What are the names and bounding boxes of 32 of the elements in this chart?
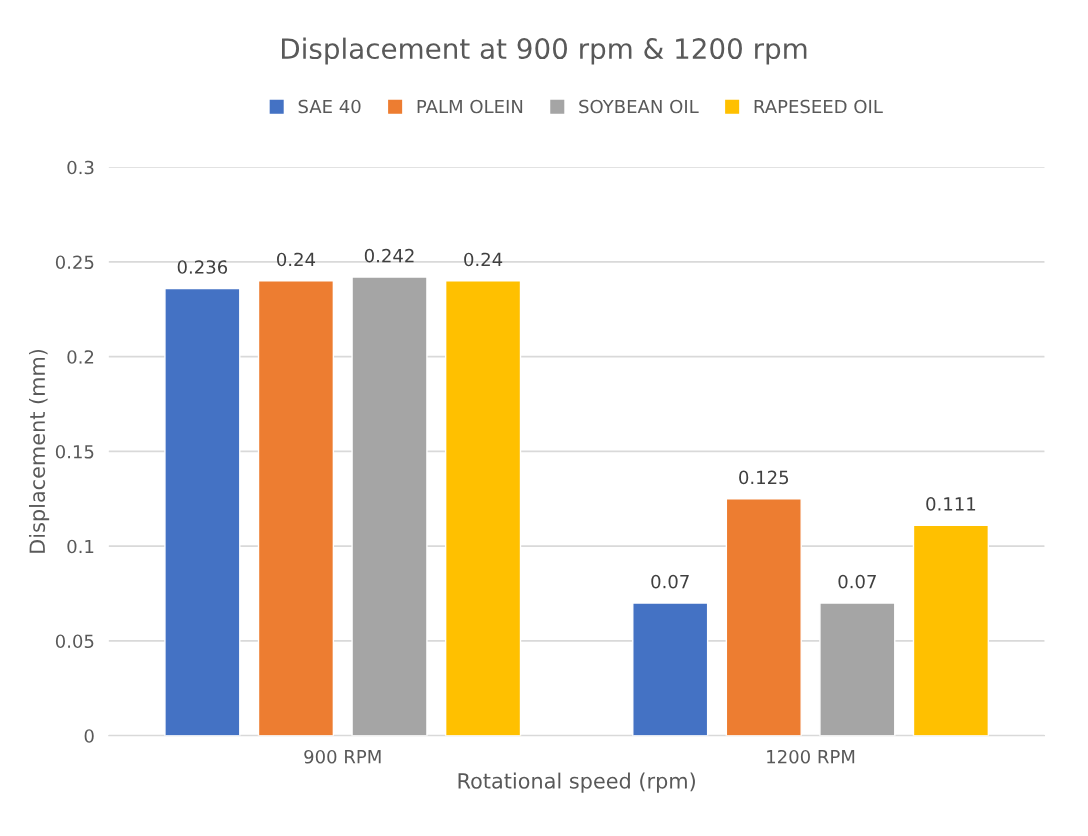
data-label: 0.24 [277, 252, 316, 267]
y-tick-label: 0.25 [55, 255, 94, 270]
bar [632, 602, 709, 736]
y-tick-label: 0.2 [67, 350, 94, 364]
y-tick-label: 0.15 [55, 444, 94, 459]
x-axis-title: Rotational speed (rpm) [458, 772, 695, 793]
y-tick-label: 0.3 [67, 160, 94, 175]
legend-label: PALM OLEIN [417, 99, 523, 114]
data-label: 0.24 [464, 252, 503, 267]
data-label: 0.111 [926, 497, 976, 511]
bar [444, 280, 522, 736]
bar [164, 287, 241, 736]
chart-title: Displacement at 900 rpm & 1200 rpm [282, 37, 807, 65]
bar [725, 498, 802, 736]
bar [819, 602, 896, 736]
legend-label: RAPESEED OIL [754, 99, 883, 114]
bar [257, 280, 335, 736]
bar [912, 524, 990, 736]
y-tick-label: 0.05 [55, 634, 94, 649]
y-axis-title: Displacement (mm) [28, 349, 50, 553]
data-label: 0.125 [739, 470, 789, 485]
x-tick-label: 1200 RPM [767, 749, 855, 764]
legend-label: SOYBEAN OIL [579, 99, 699, 114]
legend-label: SAE 40 [298, 99, 361, 114]
x-tick-label: 900 RPM [304, 749, 381, 764]
y-tick-label: 0 [84, 729, 94, 743]
data-label: 0.07 [838, 574, 876, 589]
y-tick-label: 0.1 [67, 539, 94, 554]
bar [351, 276, 428, 736]
data-label: 0.07 [651, 574, 689, 589]
data-label: 0.236 [177, 260, 228, 274]
data-label: 0.242 [364, 248, 414, 263]
